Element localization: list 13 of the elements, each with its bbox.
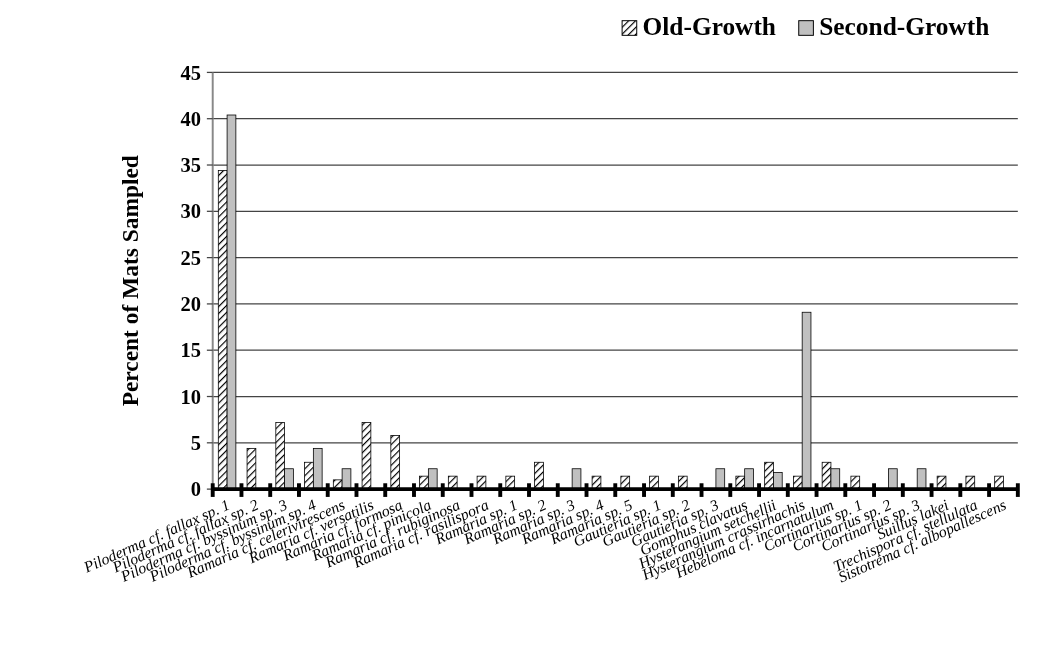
y-tick-label: 45 <box>180 61 201 84</box>
y-tick-label: 15 <box>180 339 201 362</box>
y-tick-label: 35 <box>180 154 201 177</box>
y-axis-title: Percent of Mats Sampled <box>116 155 143 407</box>
legend-label: Second-Growth <box>819 12 990 41</box>
y-tick-label: 30 <box>180 200 201 223</box>
legend-label: Old-Growth <box>642 12 776 41</box>
y-tick-label: 20 <box>180 293 201 316</box>
y-tick-label: 5 <box>190 431 201 454</box>
y-tick-label: 0 <box>190 478 201 501</box>
y-tick-label: 25 <box>180 246 201 269</box>
y-tick-label: 40 <box>180 107 201 130</box>
y-tick-label: 10 <box>180 385 201 408</box>
